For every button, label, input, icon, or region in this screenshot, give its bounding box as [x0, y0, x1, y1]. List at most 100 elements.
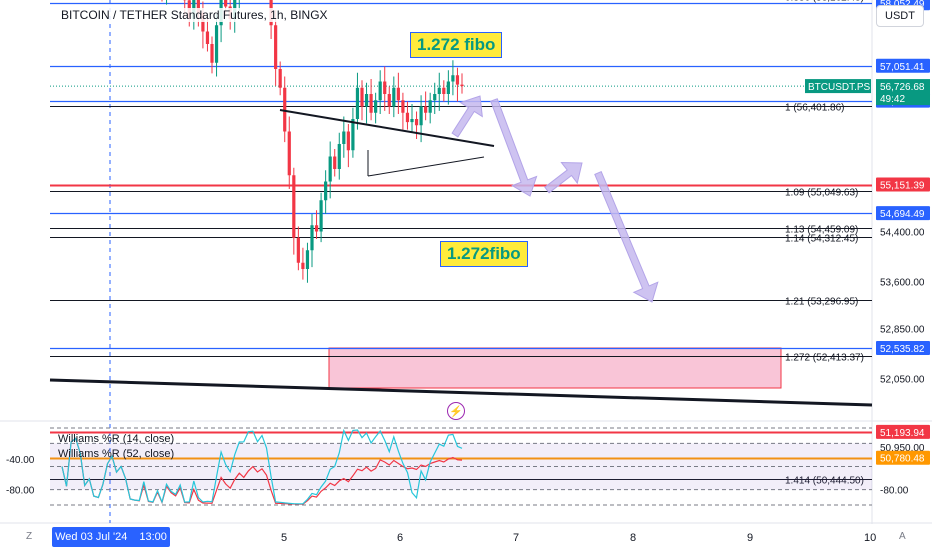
- price-tick: 52,850.00: [880, 324, 925, 335]
- candle-body: [292, 175, 296, 238]
- candle-body: [374, 100, 378, 113]
- fib-label-0.886: 0.886 (58,162.48): [785, 0, 864, 4]
- candle-body: [396, 87, 400, 101]
- projection-arrow-3: [544, 161, 583, 194]
- candle-body: [360, 87, 364, 107]
- candle-body: [210, 44, 214, 63]
- projection-arrow-2-shape: [490, 98, 538, 197]
- candle-body: [310, 225, 314, 251]
- trendline-support: [49, 378, 873, 407]
- timezone-icon[interactable]: Z: [26, 531, 33, 542]
- crosshair-time: 13:00: [139, 531, 167, 543]
- target-zone-layer: [328, 347, 782, 389]
- candle-body: [328, 156, 332, 182]
- candle-body: [274, 25, 278, 69]
- candle-body: [314, 225, 319, 232]
- candle-body: [201, 12, 205, 32]
- countdown-badge: 49:42: [880, 94, 905, 105]
- oscillator-legend-14[interactable]: Williams %R (14, close): [58, 433, 175, 445]
- crosshair-date-badge: Wed 03 Jul '24 13:00: [52, 527, 170, 547]
- candle-body: [351, 119, 355, 151]
- candle-body: [428, 100, 432, 113]
- candle-body: [419, 106, 423, 126]
- price-badge-bg: [876, 424, 930, 439]
- projection-arrow-1: [451, 95, 483, 138]
- candle-body: [346, 131, 350, 151]
- price-tick: 53,600.00: [880, 278, 925, 289]
- price-tick: 54,400.00: [880, 228, 925, 239]
- candle-body: [433, 94, 437, 101]
- crosshair-date: Wed 03 Jul '24: [55, 531, 128, 543]
- lightning-icon[interactable]: ⚡: [447, 402, 465, 420]
- time-axis-layer: 5 6 7 8 9 10: [281, 532, 876, 544]
- candle-body: [301, 262, 305, 269]
- candle-body: [296, 237, 300, 263]
- time-tick: 6: [397, 532, 403, 544]
- time-tick: 8: [630, 532, 636, 544]
- candle-body: [405, 112, 410, 123]
- fib-label-1.414: 1.414 (50,444.50): [785, 476, 864, 487]
- last-price-badge-bg: [876, 79, 930, 106]
- fib-label-1: 1 (56,401.86): [785, 103, 845, 114]
- price-badge: 51,193.94: [880, 428, 925, 439]
- oscillator-legend-52[interactable]: Williams %R (52, close): [58, 448, 175, 460]
- fib-labels-layer: 0.786 (59,752.07)0.886 (58,162.48)1 (56,…: [785, 0, 864, 487]
- last-price-badge: 56,726.68: [880, 82, 925, 93]
- price-badge: 52,535.82: [880, 344, 925, 355]
- drawings-layer: [49, 95, 873, 407]
- oscillator-tick: -80.00: [880, 486, 909, 497]
- horizontal-lines-layer: [50, 2, 872, 480]
- price-badge: 54,694.49: [880, 209, 925, 220]
- auto-scale-icon[interactable]: A: [899, 531, 906, 542]
- price-tick: 52,050.00: [880, 374, 925, 385]
- annotation-mid-fibo[interactable]: 1.272fibo: [440, 241, 528, 267]
- annotation-top-fibo[interactable]: 1.272 fibo: [410, 32, 503, 58]
- price-badge-bg: [876, 206, 930, 221]
- candle-body: [451, 75, 455, 82]
- time-tick: 10: [864, 532, 876, 544]
- chart-title: BITCOIN / TETHER Standard Futures, 1h, B…: [59, 8, 330, 22]
- oscillator-left-tick: -40.00: [6, 455, 35, 466]
- trendline-upper: [279, 109, 495, 147]
- price-badge: 50,780.48: [880, 454, 925, 465]
- candle-body: [205, 31, 210, 44]
- oscillator-left-tick: -80.00: [6, 486, 35, 497]
- candle-body: [278, 69, 282, 88]
- candle-body: [214, 25, 219, 63]
- price-badge: 57,051.41: [880, 62, 925, 73]
- candle-body: [460, 84, 464, 87]
- projection-arrow-4: [594, 170, 659, 303]
- price-badge-bg: [876, 450, 930, 465]
- projection-arrow-1-shape: [451, 95, 483, 138]
- candle-body: [324, 181, 328, 201]
- grid-layer: [0, 0, 932, 524]
- williams-r-14-line: [61, 428, 463, 505]
- fib-label-1.14: 1.14 (54,312.45): [785, 234, 858, 245]
- candle-body: [337, 144, 341, 169]
- time-tick: 9: [747, 532, 753, 544]
- candle-body: [355, 87, 360, 119]
- oscillator-layer: 0.00-40.00-80.00-40.00-80.00: [6, 424, 909, 506]
- candle-body: [401, 100, 405, 113]
- candle-body: [446, 81, 450, 94]
- price-tick: 50,950.00: [880, 443, 925, 454]
- currency-button[interactable]: USDT: [876, 5, 924, 27]
- time-tick: 7: [513, 532, 519, 544]
- price-badge-bg: [876, 58, 930, 73]
- target-zone: [328, 347, 782, 389]
- fib-label-1.09: 1.09 (55,049.63): [785, 188, 858, 199]
- candles-layer: [161, 0, 464, 283]
- candle-body: [392, 87, 396, 107]
- price-badge-bg: [876, 341, 930, 356]
- projection-arrow-2: [490, 98, 538, 197]
- candle-body: [319, 200, 323, 232]
- candle-body: [414, 119, 419, 126]
- symbol-badge: BTCUSDT.PS: [808, 82, 871, 93]
- candle-body: [305, 250, 310, 269]
- candle-body: [333, 156, 337, 169]
- candle-body: [196, 0, 200, 13]
- candle-body: [364, 94, 369, 107]
- candle-body: [378, 81, 382, 101]
- fib-label-1.13: 1.13 (54,459.09): [785, 225, 858, 236]
